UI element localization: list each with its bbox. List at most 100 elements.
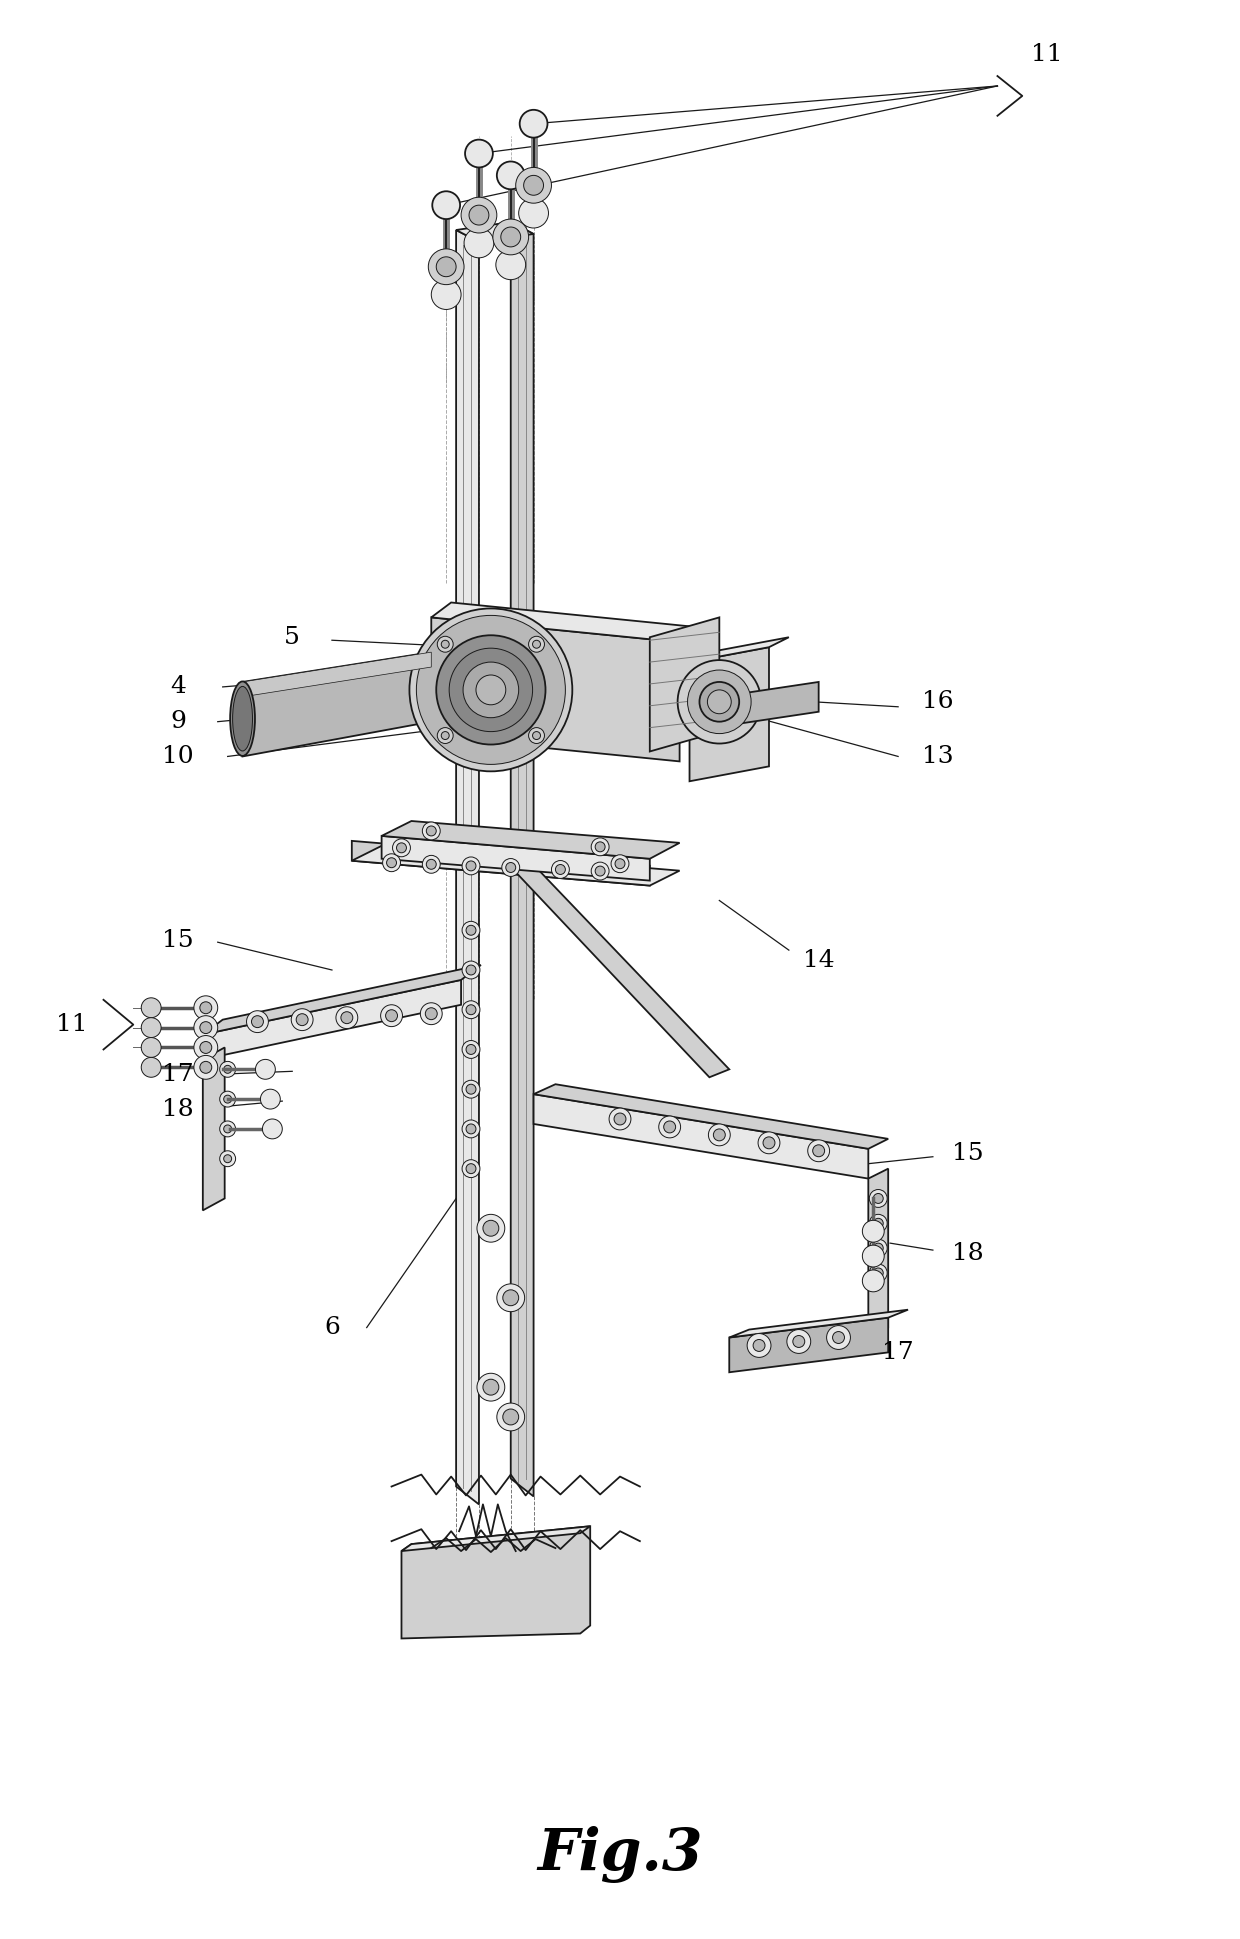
Circle shape bbox=[464, 229, 494, 258]
Polygon shape bbox=[511, 223, 533, 1497]
Circle shape bbox=[463, 1121, 480, 1138]
Polygon shape bbox=[432, 603, 699, 642]
Polygon shape bbox=[456, 223, 533, 242]
Circle shape bbox=[707, 690, 732, 714]
Circle shape bbox=[862, 1245, 884, 1266]
Polygon shape bbox=[243, 652, 432, 696]
Circle shape bbox=[438, 727, 453, 743]
Circle shape bbox=[502, 1410, 518, 1425]
Text: 9: 9 bbox=[170, 710, 186, 733]
Circle shape bbox=[427, 826, 436, 836]
Circle shape bbox=[477, 1214, 505, 1243]
Circle shape bbox=[193, 1055, 218, 1080]
Polygon shape bbox=[432, 617, 680, 762]
Circle shape bbox=[386, 1010, 398, 1022]
Circle shape bbox=[663, 1121, 676, 1132]
Circle shape bbox=[492, 219, 528, 254]
Circle shape bbox=[200, 1061, 212, 1074]
Polygon shape bbox=[533, 1084, 888, 1148]
Circle shape bbox=[862, 1270, 884, 1291]
Circle shape bbox=[463, 857, 480, 874]
Text: 14: 14 bbox=[802, 948, 835, 971]
Circle shape bbox=[436, 636, 546, 745]
Circle shape bbox=[758, 1132, 780, 1154]
Ellipse shape bbox=[233, 686, 253, 750]
Circle shape bbox=[873, 1218, 883, 1227]
Text: 10: 10 bbox=[162, 745, 193, 768]
Circle shape bbox=[518, 198, 548, 229]
Text: 15: 15 bbox=[162, 929, 193, 952]
Circle shape bbox=[463, 1160, 480, 1177]
Circle shape bbox=[748, 1334, 771, 1357]
Circle shape bbox=[466, 1084, 476, 1094]
Circle shape bbox=[466, 1045, 476, 1055]
Circle shape bbox=[463, 1041, 480, 1059]
Text: 6: 6 bbox=[324, 1317, 340, 1340]
Circle shape bbox=[441, 731, 449, 739]
Circle shape bbox=[476, 675, 506, 704]
Circle shape bbox=[223, 1125, 232, 1132]
Circle shape bbox=[869, 1264, 887, 1282]
Circle shape bbox=[383, 853, 401, 873]
Circle shape bbox=[609, 1107, 631, 1130]
Circle shape bbox=[223, 1156, 232, 1163]
Circle shape bbox=[428, 248, 464, 285]
Circle shape bbox=[497, 1404, 525, 1431]
Circle shape bbox=[200, 1041, 212, 1053]
Circle shape bbox=[463, 1001, 480, 1018]
Circle shape bbox=[463, 921, 480, 938]
Circle shape bbox=[595, 842, 605, 851]
Circle shape bbox=[528, 636, 544, 652]
Circle shape bbox=[255, 1059, 275, 1080]
Circle shape bbox=[873, 1268, 883, 1278]
Circle shape bbox=[252, 1016, 263, 1028]
Text: 11: 11 bbox=[56, 1012, 88, 1035]
Circle shape bbox=[615, 859, 625, 869]
Circle shape bbox=[193, 997, 218, 1020]
Circle shape bbox=[409, 609, 573, 772]
Circle shape bbox=[469, 206, 489, 225]
Polygon shape bbox=[203, 1047, 224, 1210]
Circle shape bbox=[387, 857, 397, 867]
Text: 16: 16 bbox=[923, 690, 954, 714]
Circle shape bbox=[699, 683, 739, 721]
Circle shape bbox=[591, 838, 609, 855]
Circle shape bbox=[763, 1136, 775, 1148]
Circle shape bbox=[427, 859, 436, 869]
Circle shape bbox=[436, 256, 456, 277]
Polygon shape bbox=[203, 966, 481, 1035]
Circle shape bbox=[296, 1014, 308, 1026]
Circle shape bbox=[381, 1004, 403, 1026]
Circle shape bbox=[532, 640, 541, 648]
Circle shape bbox=[677, 659, 761, 743]
Circle shape bbox=[463, 1080, 480, 1097]
Text: 17: 17 bbox=[162, 1063, 193, 1086]
Circle shape bbox=[497, 1284, 525, 1311]
Circle shape bbox=[438, 636, 453, 652]
Text: 13: 13 bbox=[923, 745, 954, 768]
Circle shape bbox=[501, 227, 521, 246]
Circle shape bbox=[260, 1090, 280, 1109]
Circle shape bbox=[200, 1022, 212, 1033]
Circle shape bbox=[873, 1243, 883, 1253]
Polygon shape bbox=[729, 1319, 888, 1373]
Circle shape bbox=[482, 1220, 498, 1237]
Circle shape bbox=[341, 1012, 353, 1024]
Circle shape bbox=[552, 861, 569, 878]
Polygon shape bbox=[352, 842, 650, 886]
Circle shape bbox=[496, 250, 526, 279]
Circle shape bbox=[708, 1125, 730, 1146]
Circle shape bbox=[862, 1220, 884, 1243]
Polygon shape bbox=[402, 1526, 590, 1638]
Circle shape bbox=[591, 863, 609, 880]
Circle shape bbox=[614, 1113, 626, 1125]
Circle shape bbox=[425, 1008, 438, 1020]
Circle shape bbox=[193, 1016, 218, 1039]
Text: 4: 4 bbox=[170, 675, 186, 698]
Text: 18: 18 bbox=[952, 1241, 983, 1264]
Circle shape bbox=[219, 1150, 236, 1167]
Circle shape bbox=[463, 962, 480, 979]
Polygon shape bbox=[382, 820, 680, 859]
Circle shape bbox=[423, 822, 440, 840]
Circle shape bbox=[713, 1128, 725, 1140]
